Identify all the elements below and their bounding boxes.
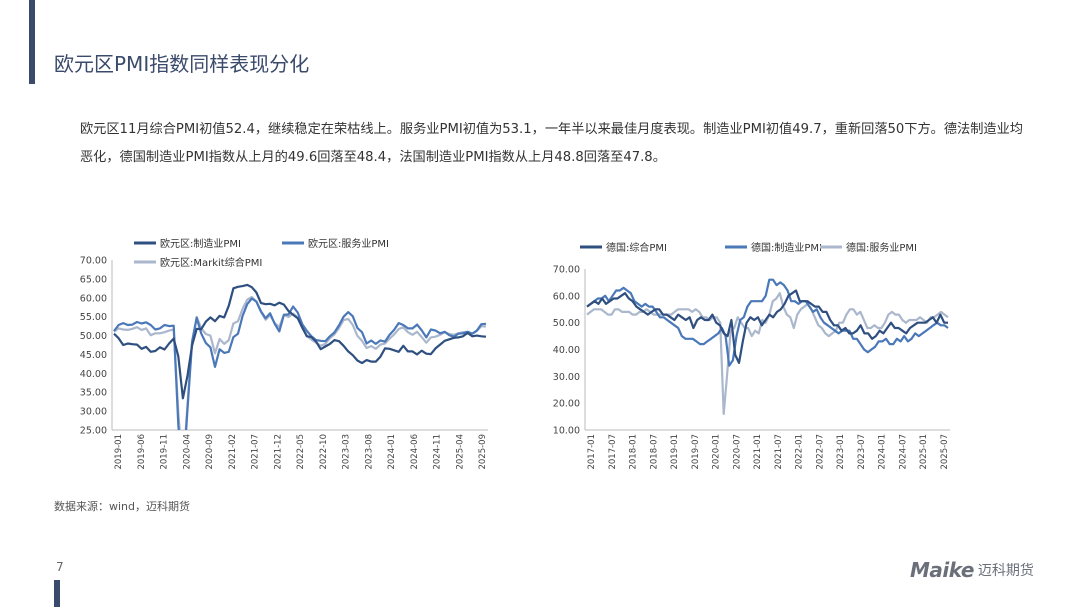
x-tick-label-1-11: 2022-07 xyxy=(815,434,825,470)
y-tick-label-0-0: 70.00 xyxy=(80,256,107,267)
x-tick-label-0-2: 2019-11 xyxy=(160,434,170,470)
eurozone-pmi-svg: 欧元区:制造业PMI 欧元区:服务业PMI 欧元区:Markit综合PMI 70.00… xyxy=(80,237,488,470)
eurozone-pmi-chart: 欧元区:制造业PMI 欧元区:服务业PMI 欧元区:Markit综合PMI 70.00… xyxy=(70,230,500,490)
x-tick-label-1-4: 2019-01 xyxy=(670,434,680,470)
y-tick-label-0-4: 50.00 xyxy=(80,331,107,342)
x-tick-label-1-8: 2021-01 xyxy=(753,434,763,470)
x-tick-label-0-0: 2019-01 xyxy=(114,434,124,470)
page-title: 欧元区PMI指数同样表现分化 xyxy=(54,52,310,76)
x-tick-label-1-3: 2018-07 xyxy=(649,434,659,470)
y-tick-label-0-3: 55.00 xyxy=(80,312,107,323)
series-line-0-1 xyxy=(113,297,487,430)
x-tick-label-0-16: 2025-09 xyxy=(478,434,488,470)
x-tick-label-0-15: 2025-04 xyxy=(455,434,465,470)
series-line-1-1 xyxy=(586,278,949,367)
y-tick-label-0-5: 45.00 xyxy=(80,350,107,361)
y-tick-label-0-9: 25.00 xyxy=(80,426,107,437)
x-tick-label-0-14: 2024-11 xyxy=(433,434,443,470)
y-tick-label-1-6: 10.00 xyxy=(553,426,580,437)
logo-cn-text: 迈科期货 xyxy=(977,563,1034,579)
x-tick-label-1-16: 2025-01 xyxy=(919,434,929,470)
x-tick-label-1-13: 2023-07 xyxy=(857,434,867,470)
legend-label-0-2: 欧元区:Markit综合PMI xyxy=(160,256,262,269)
x-tick-label-0-4: 2020-09 xyxy=(205,434,215,470)
y-tick-label-0-2: 60.00 xyxy=(80,293,107,304)
data-source: 数据来源：wind，迈科期货 xyxy=(54,500,191,513)
legend-label-1-2: 德国:服务业PMI xyxy=(846,241,917,254)
x-tick-label-1-17: 2025-07 xyxy=(940,434,950,470)
x-tick-label-0-10: 2023-03 xyxy=(342,434,352,470)
x-tick-label-0-13: 2024-06 xyxy=(410,434,420,470)
x-tick-label-0-7: 2021-12 xyxy=(273,434,283,470)
series-line-1-2 xyxy=(586,292,949,415)
x-tick-label-0-12: 2024-01 xyxy=(387,434,397,470)
y-tick-label-0-1: 65.00 xyxy=(80,274,107,285)
x-tick-label-1-9: 2021-07 xyxy=(774,434,784,470)
x-tick-label-1-14: 2024-01 xyxy=(878,434,888,470)
x-tick-label-1-5: 2019-07 xyxy=(691,434,701,470)
accent-bar-top xyxy=(29,0,35,84)
y-tick-label-1-2: 50.00 xyxy=(553,318,580,329)
x-tick-label-0-5: 2021-02 xyxy=(228,434,238,470)
page-number: 7 xyxy=(56,560,64,574)
germany-pmi-chart: 德国:综合PMI 德国:制造业PMI 德国:服务业PMI 70.00 60.00 50.0… xyxy=(540,230,970,490)
summary-text: 欧元区11月综合PMI初值52.4，继续稳定在荣枯线上。服务业PMI初值为53.… xyxy=(80,122,1023,165)
legend-label-1-1: 德国:制造业PMI xyxy=(751,241,822,254)
x-tick-label-1-6: 2020-01 xyxy=(712,434,722,470)
logo-mark: Maike xyxy=(910,558,974,582)
company-logo: Maike 迈科期货 xyxy=(910,556,1034,582)
x-tick-label-1-15: 2024-07 xyxy=(898,434,908,470)
x-tick-label-0-11: 2023-08 xyxy=(364,434,374,470)
legend-label-0-0: 欧元区:制造业PMI xyxy=(160,237,241,250)
x-tick-label-1-7: 2020-07 xyxy=(732,434,742,470)
legend-label-1-0: 德国:综合PMI xyxy=(606,241,667,254)
y-tick-label-1-1: 60.00 xyxy=(553,291,580,302)
legend-label-0-1: 欧元区:服务业PMI xyxy=(308,237,389,250)
accent-bar-bottom xyxy=(54,580,60,607)
x-tick-label-1-0: 2017-01 xyxy=(587,434,597,470)
y-tick-label-1-4: 30.00 xyxy=(553,372,580,383)
x-tick-label-1-1: 2017-07 xyxy=(608,434,618,470)
x-tick-label-0-9: 2022-10 xyxy=(319,434,329,470)
germany-pmi-svg: 德国:综合PMI 德国:制造业PMI 德国:服务业PMI 70.00 60.00 50.0… xyxy=(553,241,950,470)
y-tick-label-0-8: 30.00 xyxy=(80,407,107,418)
y-tick-label-0-7: 35.00 xyxy=(80,388,107,399)
x-tick-label-1-12: 2023-01 xyxy=(836,434,846,470)
y-tick-label-1-3: 40.00 xyxy=(553,345,580,356)
x-tick-label-1-10: 2022-01 xyxy=(795,434,805,470)
y-tick-label-0-6: 40.00 xyxy=(80,369,107,380)
x-tick-label-0-8: 2022-05 xyxy=(296,434,306,470)
x-tick-label-0-6: 2021-07 xyxy=(251,434,261,470)
series-line-0-0 xyxy=(113,283,487,400)
x-tick-label-0-3: 2020-04 xyxy=(182,434,192,470)
y-tick-label-1-5: 20.00 xyxy=(553,399,580,410)
y-tick-label-1-0: 70.00 xyxy=(553,265,580,276)
x-tick-label-1-2: 2018-01 xyxy=(629,434,639,470)
series-line-1-0 xyxy=(586,289,948,364)
x-tick-label-0-1: 2019-06 xyxy=(137,434,147,470)
